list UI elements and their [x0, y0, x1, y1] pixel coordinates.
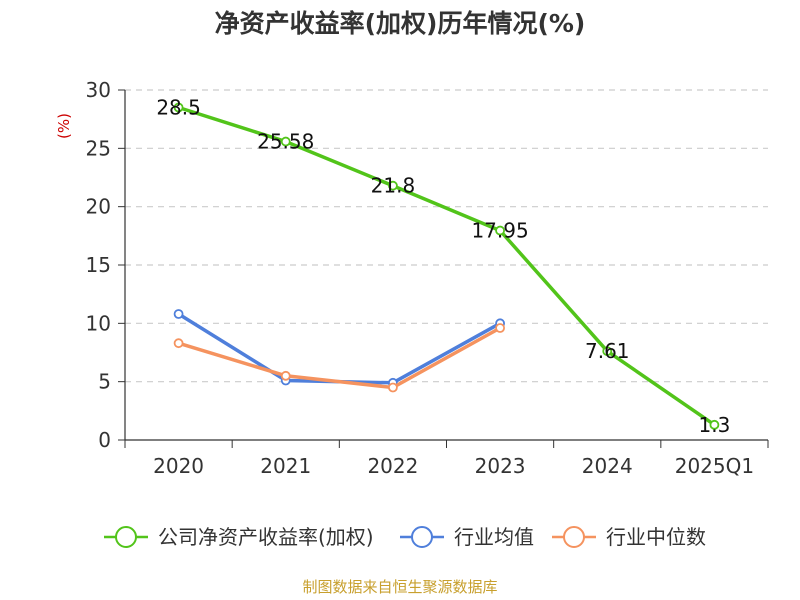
legend-marker-icon	[115, 526, 137, 548]
x-tick-label: 2020	[153, 454, 204, 478]
series	[173, 102, 720, 430]
legend-label: 行业均值	[454, 525, 534, 549]
series-line-0	[176, 105, 717, 427]
y-tick-label: 20	[86, 195, 111, 219]
data-labels: 28.5 25.58 21.8 17.95 7.61 1.3	[156, 96, 730, 437]
legend-label: 公司净资产收益率(加权)	[158, 525, 374, 549]
x-tick-label: 2021	[260, 454, 311, 478]
series-2-point	[388, 382, 398, 393]
series-2-point	[280, 370, 291, 381]
legend-item-0[interactable]: 公司净资产收益率(加权)	[104, 525, 374, 549]
series-0-point	[173, 102, 184, 113]
data-label: 21.8	[371, 174, 416, 198]
series-0-point	[495, 225, 505, 236]
legend-item-1[interactable]: 行业均值	[400, 525, 534, 549]
series-2-point	[495, 323, 505, 333]
chart-title: 净资产收益率(加权)历年情况(%)	[215, 9, 586, 38]
legend-marker-icon	[563, 526, 585, 548]
legend: 公司净资产收益率(加权) 行业均值 行业中位数	[104, 525, 706, 549]
series-0-point	[280, 136, 291, 147]
x-tick-label: 2025Q1	[675, 454, 754, 478]
axes: 0 5 10 15 20 25 30 2020 2021 2022 2023 2024 2025Q1	[86, 78, 769, 478]
data-label: 25.58	[257, 130, 314, 154]
series-1-point	[173, 309, 184, 319]
source-note: 制图数据来自恒生聚源数据库	[302, 578, 497, 596]
data-label: 28.5	[156, 96, 201, 120]
series-0-point	[709, 419, 720, 430]
y-tick-label: 5	[98, 370, 111, 394]
y-tick-label: 30	[86, 78, 111, 102]
gridlines	[125, 89, 768, 383]
series-line-2	[176, 326, 502, 390]
y-tick-label: 25	[86, 136, 111, 160]
x-tick-label: 2022	[367, 454, 418, 478]
data-label: 1.3	[699, 413, 731, 437]
data-label: 17.95	[471, 219, 528, 243]
y-tick-label: 15	[86, 253, 111, 277]
data-label: 7.61	[585, 339, 630, 363]
y-tick-label: 0	[98, 428, 111, 452]
y-tick-label: 10	[86, 311, 111, 335]
series-0-point	[388, 180, 398, 191]
series-0-point	[602, 346, 613, 357]
x-tick-label: 2024	[582, 454, 633, 478]
series-2-point	[173, 338, 184, 349]
legend-marker-icon	[411, 526, 433, 548]
x-tick-label: 2023	[475, 454, 526, 478]
legend-item-2[interactable]: 行业中位数	[552, 525, 706, 549]
series-line-1	[176, 312, 502, 385]
y-axis-label: (%)	[55, 113, 73, 139]
legend-label: 行业中位数	[606, 525, 706, 549]
